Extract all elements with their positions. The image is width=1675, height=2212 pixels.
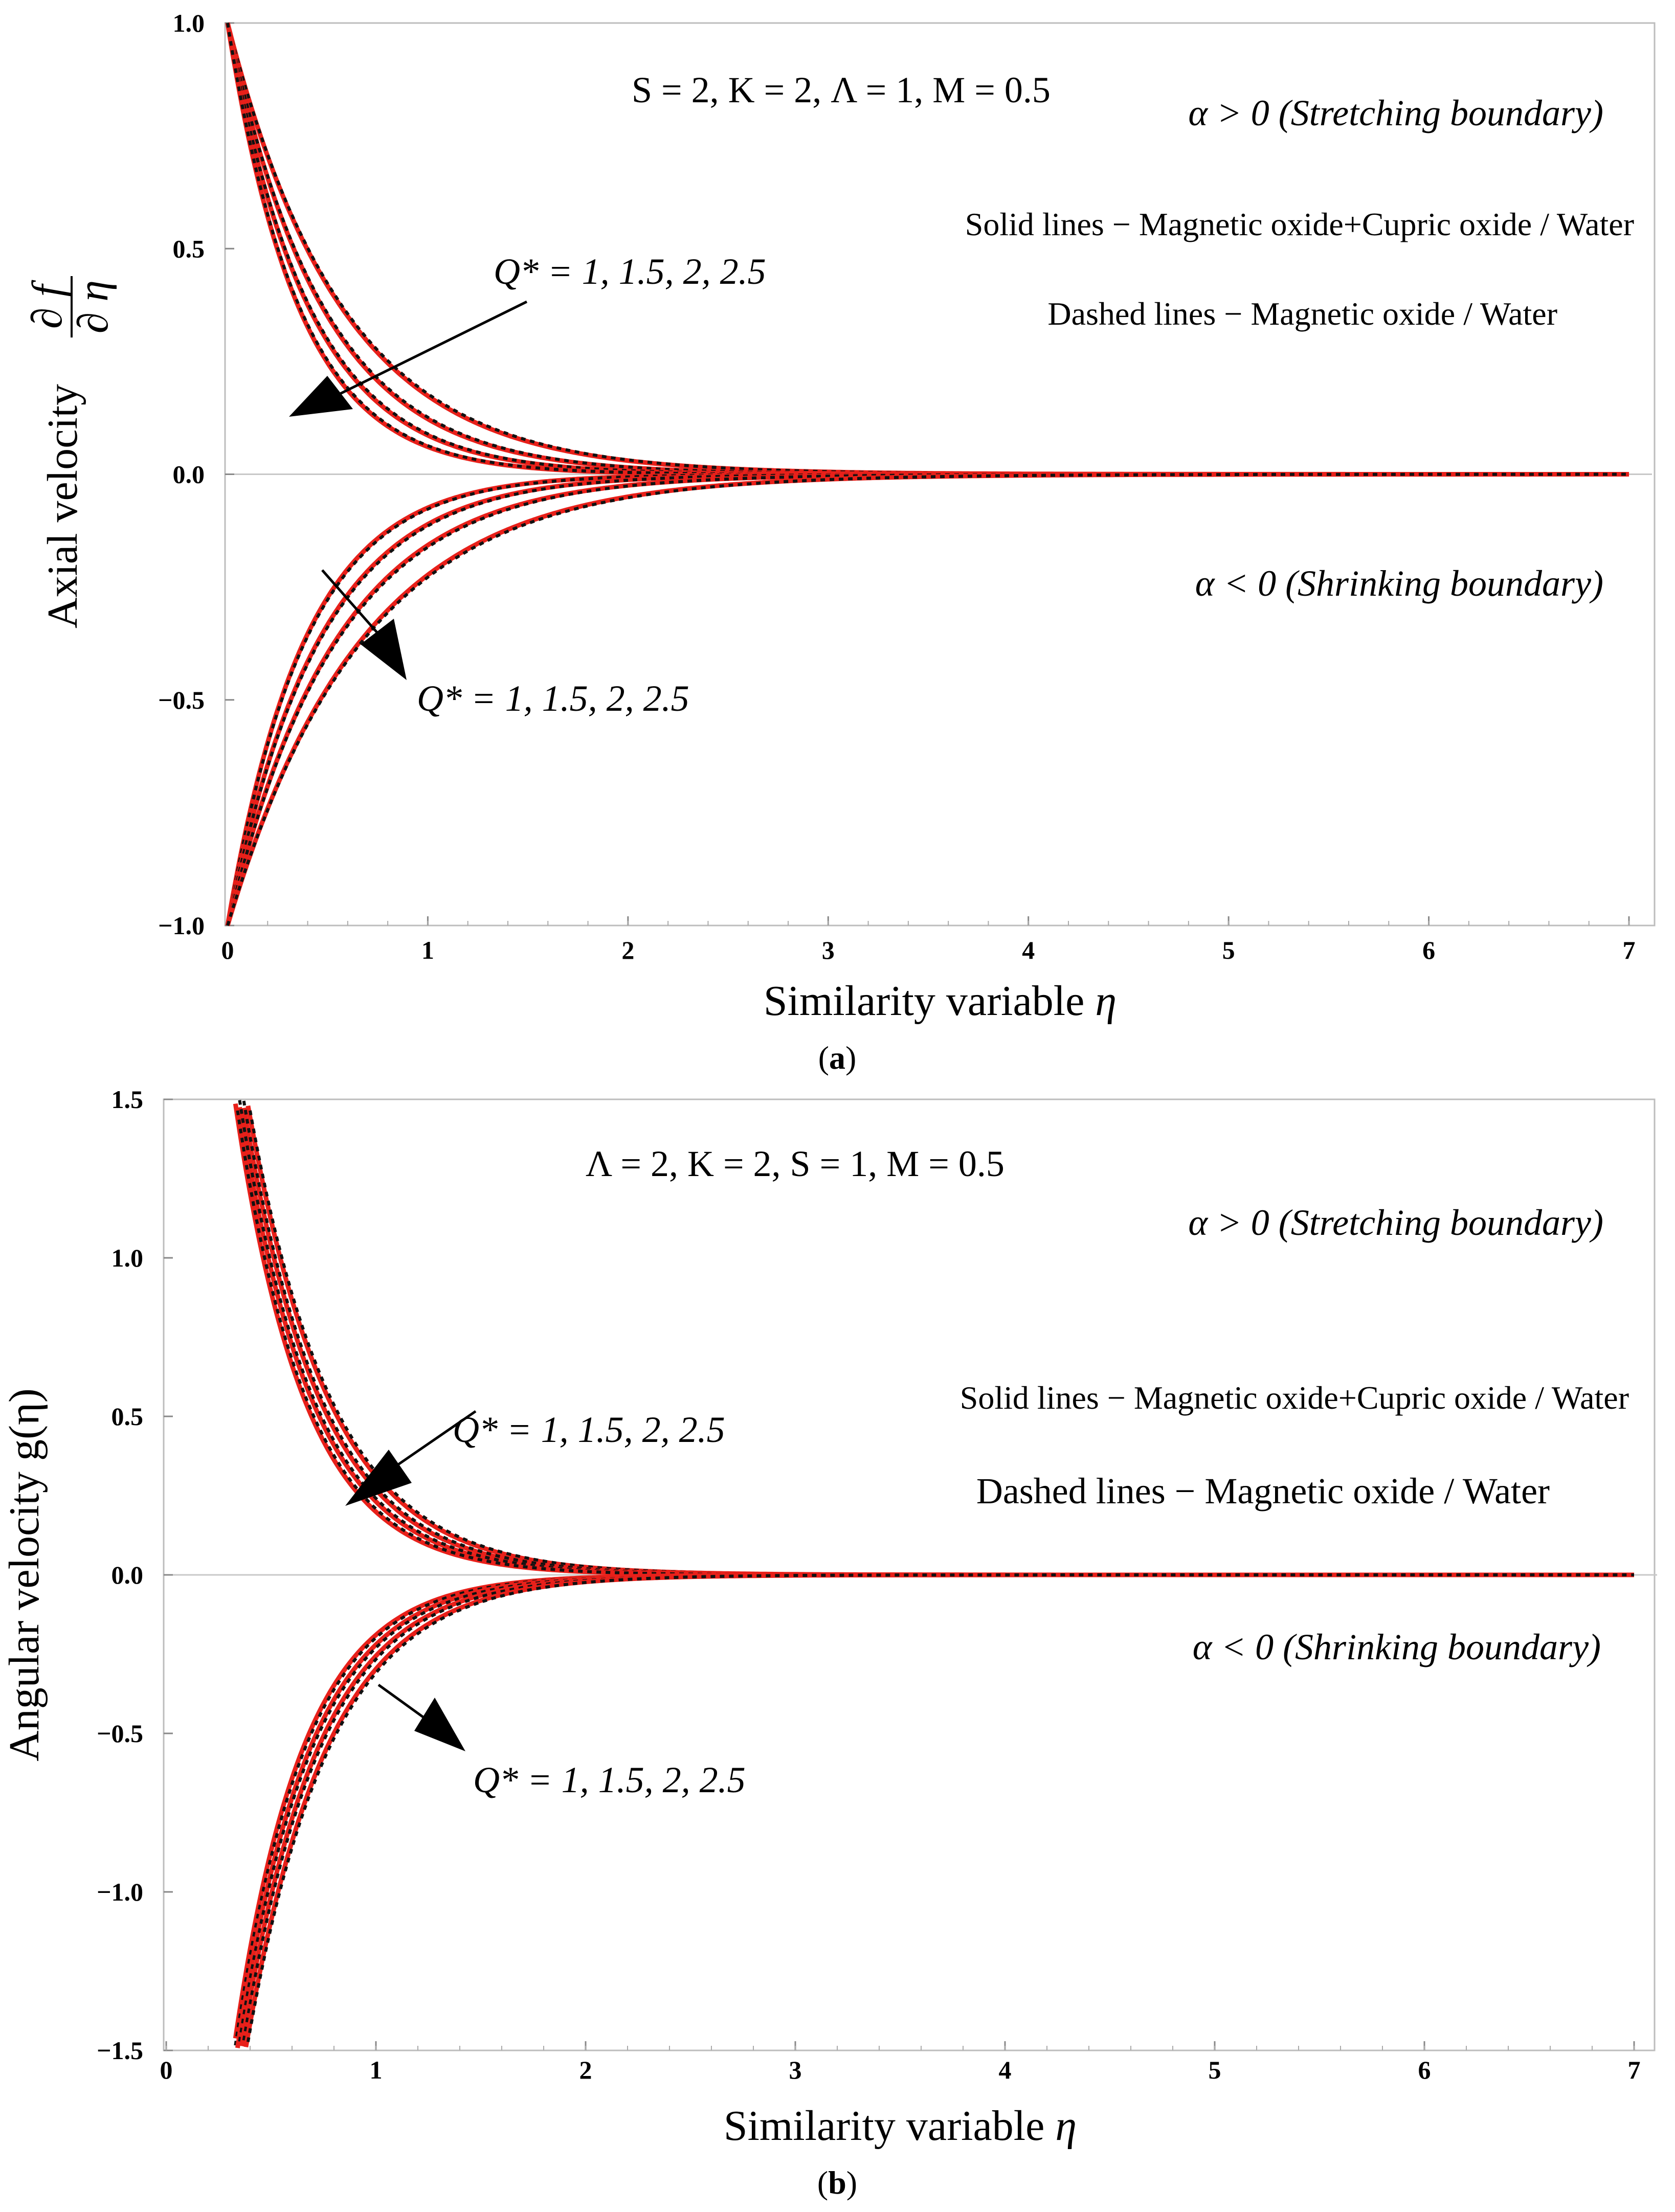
panel-a-upper-arrow-head-icon	[289, 376, 353, 417]
panel-b-x-axis-title: Similarity variable η	[724, 2102, 1077, 2150]
panel-a-y-tick-label: 0.5	[173, 234, 205, 263]
panel-b-y-tick-label: −1.5	[97, 2036, 143, 2065]
panel-b-legend-solid: Solid lines − Magnetic oxide+Cupric oxid…	[960, 1380, 1629, 1416]
panel-a-y-tick-label: −1.0	[158, 911, 205, 940]
panel-b-y-tick-label: 0.0	[111, 1561, 144, 1589]
panel-a-x-axis-title: Similarity variable η	[764, 977, 1116, 1025]
panel-b-y-tick-label: 1.0	[111, 1244, 144, 1272]
panel-a-y-axis-title: Axial velocity ∂ f ∂ η	[24, 276, 117, 628]
panel-a-x-axis-title-symbol: η	[1095, 977, 1116, 1025]
panel-a-stretching-label: α > 0 (Stretching boundary)	[1188, 93, 1603, 133]
panel-b-legend-dashed: Dashed lines − Magnetic oxide / Water	[976, 1471, 1550, 1511]
panel-b-x-tick-label: 2	[579, 2056, 592, 2084]
panel-b-x-tick-label: 6	[1418, 2056, 1431, 2084]
panel-a-x-axis-title-text: Similarity variable	[764, 977, 1096, 1025]
panel-a-y-tick-label: 1.0	[173, 9, 205, 37]
panel-b-caption-letter: b	[828, 2164, 846, 2201]
panel-b-parameters: Λ = 2, K = 2, S = 1, M = 0.5	[586, 1143, 1004, 1184]
panel-b-y-tick-label: 1.5	[111, 1085, 144, 1114]
panel-a-dashed-series-7	[226, 472, 1629, 926]
panel-b-y-axis-title: Angular velocity g(η)	[1, 1388, 48, 1762]
panel-a-caption: (a)	[818, 1040, 857, 1076]
panel-b-q-label-lower: Q* = 1, 1.5, 2, 2.5	[473, 1759, 746, 1800]
panel-a-y-axis-title-text: Axial velocity	[39, 384, 86, 628]
panel-b-y-tick-label: 0.5	[111, 1402, 144, 1431]
panel-a-upper-arrow-shaft	[339, 300, 528, 395]
panel-a-caption-letter: a	[829, 1040, 845, 1076]
panel-a-lower-arrow-shaft	[321, 569, 379, 635]
panel-a-ticks: 0 1 2 3 4 5 6 7 −1.0 −0.5 0.0 0.5 1.0	[158, 9, 1636, 964]
panel-b-upper-arrow-head-icon	[345, 1450, 412, 1506]
panel-b-shrinking-label: α < 0 (Shrinking boundary)	[1193, 1627, 1601, 1667]
panel-a-x-tick-label: 6	[1422, 936, 1435, 964]
panel-a-chart: 0 1 2 3 4 5 6 7 −1.0 −0.5 0.0 0.5 1.0 S = 2, K = 2, …	[24, 9, 1656, 1076]
panel-b-y-tick-label: −1.0	[97, 1878, 143, 1906]
panel-b-upper-arrow-shaft	[393, 1410, 477, 1469]
panel-b-caption: (b)	[817, 2164, 857, 2201]
panel-a-y-axis-denominator: ∂ η	[70, 280, 117, 333]
panel-b-lower-arrow-shaft	[377, 1683, 426, 1720]
panel-a-x-tick-label: 7	[1623, 936, 1636, 964]
panel-b-chart: 0 1 2 3 4 5 6 7 −1.5 −1.0 −0.5 0.0 0.5 1.0 1.5 Λ = 2, …	[1, 1085, 1657, 2201]
panel-a-x-tick-label: 5	[1222, 936, 1235, 964]
panel-a-y-axis-numerator: ∂ f	[24, 279, 71, 329]
panel-a-shrinking-label: α < 0 (Shrinking boundary)	[1195, 563, 1603, 604]
panel-a-curves	[225, 22, 1629, 927]
panel-b-lower-arrow-head-icon	[414, 1698, 465, 1751]
panel-b-stretching-label: α > 0 (Stretching boundary)	[1188, 1202, 1603, 1243]
panel-b-dashed-series-7	[246, 1573, 1634, 2042]
panel-a-q-label-lower: Q* = 1, 1.5, 2, 2.5	[417, 678, 689, 719]
panel-a-y-tick-label: 0.0	[173, 460, 205, 489]
panel-a-x-tick-label: 3	[822, 936, 835, 964]
panel-b-x-tick-label: 7	[1628, 2056, 1641, 2084]
panel-b-x-tick-label: 5	[1209, 2056, 1221, 2084]
panel-a-x-tick-label: 4	[1022, 936, 1035, 964]
panel-b-x-axis-title-symbol: η	[1055, 2102, 1077, 2150]
panel-b-x-tick-label: 4	[999, 2056, 1012, 2084]
panel-b-ticks: 0 1 2 3 4 5 6 7 −1.5 −1.0 −0.5 0.0 0.5 1.0 1.5	[97, 1085, 1641, 2084]
panel-b-q-label-upper: Q* = 1, 1.5, 2, 2.5	[453, 1409, 725, 1450]
panel-b-x-axis-title-text: Similarity variable	[724, 2102, 1056, 2150]
panel-b-y-tick-label: −0.5	[97, 1719, 143, 1748]
panel-a-lower-arrow-head-icon	[361, 619, 407, 680]
panel-b-x-tick-label: 3	[789, 2056, 802, 2084]
panel-a-x-tick-label: 0	[221, 936, 234, 964]
panel-b-x-tick-label: 1	[370, 2056, 383, 2084]
panel-a-x-tick-label: 1	[421, 936, 434, 964]
panel-a-legend-dashed: Dashed lines − Magnetic oxide / Water	[1047, 296, 1557, 332]
panel-b-x-tick-label: 0	[160, 2056, 173, 2084]
panel-a-x-tick-label: 2	[621, 936, 634, 964]
panel-a-y-tick-label: −0.5	[158, 686, 205, 714]
panel-a-q-label-upper: Q* = 1, 1.5, 2, 2.5	[494, 251, 766, 292]
panel-b-curves	[233, 1100, 1634, 2048]
panel-a-legend-solid: Solid lines − Magnetic oxide+Cupric oxid…	[965, 206, 1634, 242]
panel-a-parameters: S = 2, K = 2, Λ = 1, M = 0.5	[632, 70, 1051, 110]
